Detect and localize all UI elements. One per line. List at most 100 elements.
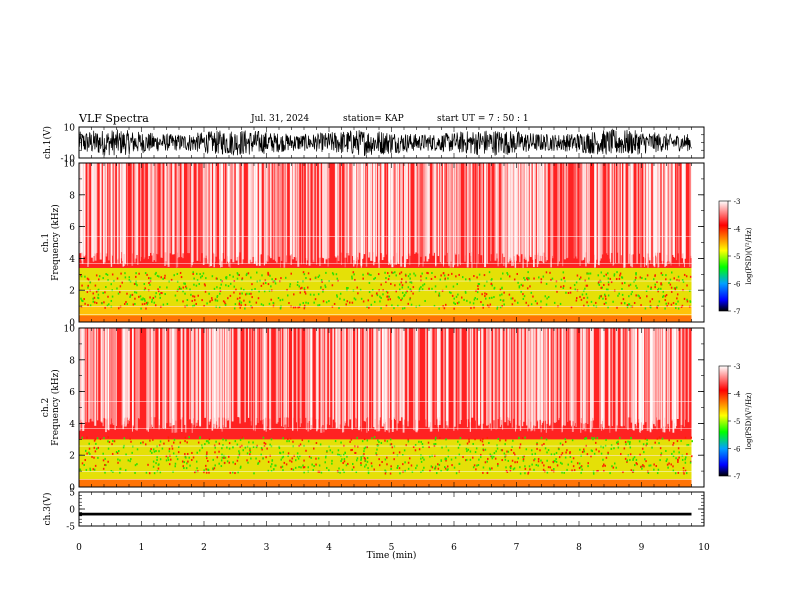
spectro-streak — [289, 163, 292, 256]
spectro-speckle — [597, 282, 600, 285]
spectro-speckle — [184, 292, 186, 295]
spectro-speckle — [659, 447, 662, 450]
spectro-speckle — [420, 440, 422, 443]
spectro-streak — [528, 328, 531, 429]
spectro-speckle — [607, 283, 610, 286]
spectro-speckle — [477, 287, 479, 290]
spectro-streak — [367, 328, 369, 418]
spectro-speckle — [282, 451, 284, 454]
spectro-streak — [143, 163, 145, 260]
spectro-streak — [322, 163, 325, 259]
spectro-streak — [321, 328, 323, 427]
spectro-speckle — [95, 442, 97, 445]
spectro-streak — [129, 328, 130, 419]
spectro-streak — [480, 163, 483, 256]
spectro-speckle — [604, 464, 606, 467]
spectro-speckle — [517, 457, 519, 460]
spectro-speckle — [232, 275, 234, 278]
spectro-speckle — [189, 288, 191, 291]
spectro-streak — [219, 163, 221, 266]
spectro-speckle — [625, 443, 627, 446]
spectro-speckle — [282, 469, 284, 472]
spectro-streak — [357, 163, 359, 266]
spectro-streak — [361, 328, 362, 432]
spectro-speckle — [654, 286, 656, 289]
spectro-speckle — [257, 462, 259, 465]
spectro-streak — [393, 328, 395, 418]
spectro-speckle — [438, 307, 440, 310]
spectro-speckle — [143, 302, 146, 305]
spectro-streak — [523, 163, 526, 259]
spectro-speckle — [519, 466, 521, 469]
spectro-speckle — [616, 271, 618, 274]
spectro-speckle — [346, 455, 348, 458]
spectro-speckle — [128, 279, 131, 282]
spectro-streak — [206, 163, 209, 264]
y-tick-label: 8 — [69, 191, 75, 201]
spectro-speckle — [157, 288, 159, 291]
spectro-streak — [540, 328, 542, 433]
spectro-speckle — [124, 469, 127, 472]
spectro-streak — [627, 328, 629, 430]
spectro-streak — [388, 163, 391, 263]
spectro-speckle — [401, 284, 404, 287]
spectro-streak — [336, 328, 339, 428]
spectro-speckle — [269, 443, 271, 446]
spectro-streak — [400, 163, 403, 267]
spectro-streak — [460, 328, 462, 420]
spectro-speckle — [559, 461, 562, 464]
spectro-streak — [131, 163, 134, 266]
spectro-speckle — [603, 469, 605, 472]
spectro-speckle — [136, 463, 138, 466]
spectro-speckle — [102, 452, 104, 455]
spectro-speckle — [403, 293, 406, 296]
spectro-speckle — [621, 276, 624, 279]
spectro-speckle — [101, 302, 103, 305]
spectro-speckle — [643, 465, 645, 468]
spectro-speckle — [662, 294, 665, 297]
spectro-streak — [87, 163, 89, 267]
spectro-speckle — [165, 459, 168, 462]
spectro-streak — [94, 328, 97, 426]
spectro-speckle — [613, 273, 616, 276]
spectro-streak — [256, 328, 258, 419]
spectro-speckle — [409, 281, 411, 284]
spectro-speckle — [403, 295, 405, 298]
spectro-speckle — [136, 284, 138, 287]
spectro-speckle — [596, 436, 599, 439]
plot-data-layer — [78, 128, 693, 516]
spectro-streak — [323, 328, 325, 433]
spectro-speckle — [478, 458, 480, 461]
spectro-speckle — [93, 456, 95, 459]
spectro-streak — [601, 328, 604, 428]
spectro-speckle — [262, 436, 265, 439]
spectro-speckle — [660, 454, 662, 457]
spectro-speckle — [667, 302, 670, 305]
spectro-speckle — [486, 471, 489, 474]
spectro-speckle — [289, 437, 292, 440]
spectro-speckle — [242, 449, 244, 452]
spectro-speckle — [484, 461, 487, 464]
spectro-speckle — [280, 458, 282, 461]
spectro-speckle — [391, 304, 393, 307]
spectro-speckle — [453, 466, 456, 469]
spectro-speckle — [349, 440, 351, 443]
spectro-streak — [630, 328, 632, 418]
spectro-speckle — [531, 463, 533, 466]
spectro-speckle — [249, 450, 252, 453]
spectro-speckle — [162, 303, 165, 306]
spectro-streak — [543, 328, 545, 430]
spectro-speckle — [339, 471, 341, 474]
spectro-streak — [674, 328, 676, 420]
spectro-streak — [124, 328, 127, 427]
spectro-streak — [656, 163, 658, 253]
spectro-streak — [213, 163, 215, 268]
spectro-speckle — [82, 300, 84, 303]
spectro-streak — [669, 163, 671, 262]
spectro-streak — [630, 328, 633, 423]
spectro-streak — [308, 328, 310, 422]
spectro-speckle — [377, 439, 379, 442]
spectro-speckle — [340, 460, 342, 463]
spectro-speckle — [612, 466, 615, 469]
spectro-speckle — [177, 288, 179, 291]
